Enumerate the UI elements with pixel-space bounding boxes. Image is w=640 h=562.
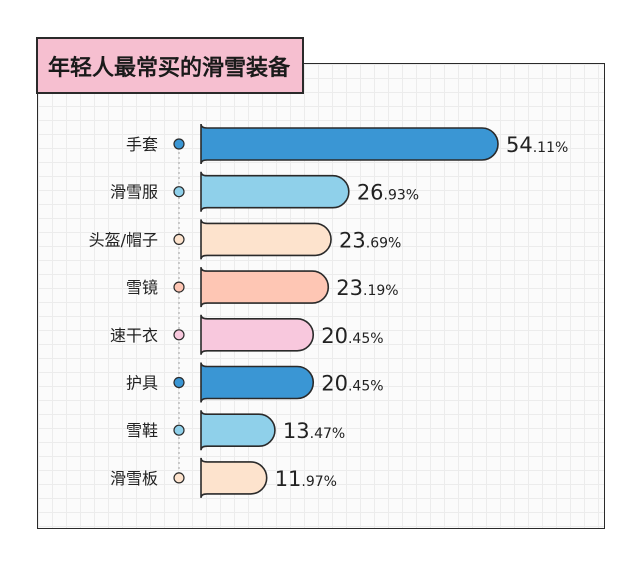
- value-label: 20.45%: [321, 324, 383, 348]
- bar: [200, 123, 499, 165]
- category-dot-marker: [173, 138, 185, 150]
- bar: [200, 362, 315, 403]
- value-label: 26.93%: [357, 181, 419, 205]
- category-label: 滑雪服: [110, 183, 158, 202]
- bar: [200, 314, 315, 355]
- bar: [200, 410, 276, 451]
- category-dot-marker: [173, 281, 185, 293]
- value-label: 20.45%: [321, 372, 383, 396]
- category-dot-marker: [173, 233, 185, 245]
- value-label: 11.97%: [275, 467, 337, 491]
- bar: [200, 219, 332, 260]
- category-label: 速干衣: [110, 326, 158, 345]
- category-dot-marker: [173, 472, 185, 484]
- value-label: 13.47%: [283, 419, 345, 443]
- bar: [200, 267, 330, 308]
- bar: [200, 171, 350, 212]
- category-dot-marker: [173, 186, 185, 198]
- category-label: 雪鞋: [126, 421, 158, 440]
- category-label: 手套: [126, 135, 158, 154]
- bar: [200, 457, 268, 498]
- category-dot-marker: [173, 329, 185, 341]
- value-label: 54.11%: [506, 133, 568, 157]
- category-label: 头盔/帽子: [89, 230, 158, 249]
- chart-title: 年轻人最常买的滑雪装备: [36, 37, 305, 94]
- category-label: 雪镜: [126, 278, 158, 297]
- category-dot-marker: [173, 424, 185, 436]
- category-label: 滑雪板: [110, 469, 158, 488]
- value-label: 23.69%: [339, 228, 401, 252]
- category-dot-marker: [173, 376, 185, 389]
- category-label: 护具: [126, 374, 158, 393]
- value-label: 23.19%: [336, 276, 398, 300]
